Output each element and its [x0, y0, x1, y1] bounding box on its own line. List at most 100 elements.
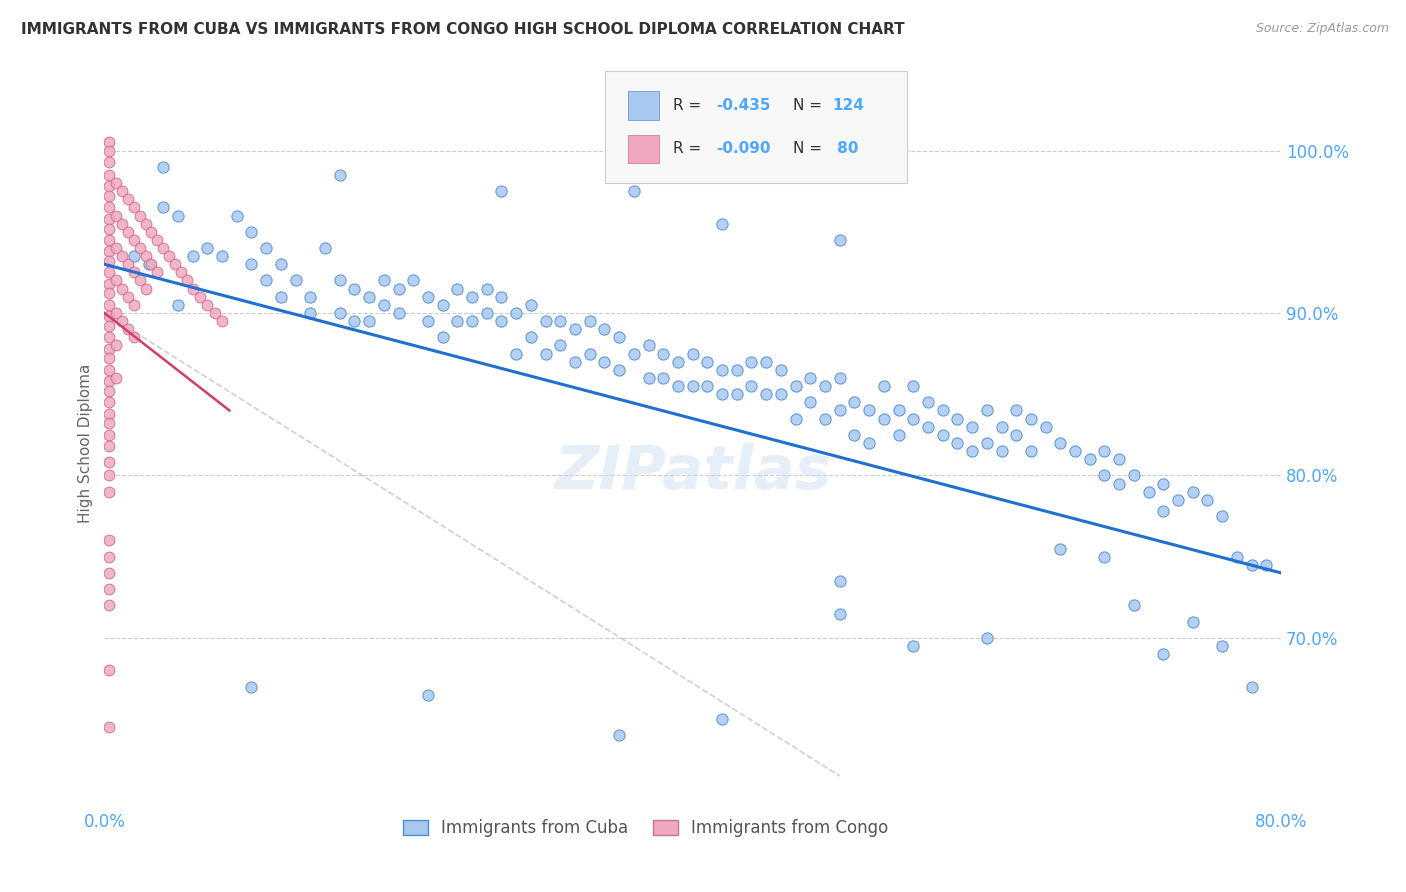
Text: IMMIGRANTS FROM CUBA VS IMMIGRANTS FROM CONGO HIGH SCHOOL DIPLOMA CORRELATION CH: IMMIGRANTS FROM CUBA VS IMMIGRANTS FROM …	[21, 22, 904, 37]
Point	[990, 444, 1012, 458]
Point	[135, 282, 157, 296]
Point	[195, 298, 218, 312]
Point	[1211, 509, 1233, 524]
Point	[122, 330, 145, 344]
Point	[491, 314, 513, 328]
Point	[711, 387, 734, 401]
Point	[270, 257, 292, 271]
Point	[475, 306, 498, 320]
Point	[97, 407, 120, 421]
Point	[637, 338, 659, 352]
Point	[254, 241, 277, 255]
Point	[167, 298, 190, 312]
Point	[181, 282, 204, 296]
Point	[416, 314, 439, 328]
Point	[359, 290, 381, 304]
Point	[111, 217, 134, 231]
Point	[387, 282, 409, 296]
Point	[828, 607, 851, 621]
Point	[225, 209, 247, 223]
Point	[240, 225, 263, 239]
Point	[682, 379, 704, 393]
Point	[284, 273, 307, 287]
Point	[844, 427, 866, 442]
Point	[97, 374, 120, 388]
Point	[299, 306, 322, 320]
Point	[696, 379, 718, 393]
Point	[157, 249, 180, 263]
Point	[97, 468, 120, 483]
Point	[97, 310, 120, 324]
Point	[97, 330, 120, 344]
Point	[564, 355, 586, 369]
Point	[755, 355, 778, 369]
Point	[128, 273, 150, 287]
Point	[534, 346, 557, 360]
Point	[1197, 492, 1219, 507]
Point	[873, 379, 896, 393]
Point	[111, 282, 134, 296]
Point	[769, 387, 792, 401]
Point	[416, 688, 439, 702]
Point	[725, 363, 748, 377]
Point	[1064, 444, 1087, 458]
Point	[550, 314, 572, 328]
Point	[931, 427, 953, 442]
Point	[1137, 484, 1160, 499]
Point	[146, 265, 169, 279]
Point	[1108, 452, 1130, 467]
Point	[97, 417, 120, 431]
Point	[97, 144, 120, 158]
Point	[141, 257, 163, 271]
Point	[97, 439, 120, 453]
Point	[1181, 615, 1204, 629]
Point	[1019, 411, 1042, 425]
Point	[903, 379, 925, 393]
Point	[1078, 452, 1101, 467]
Point	[1035, 419, 1057, 434]
Point	[505, 346, 527, 360]
Point	[97, 664, 120, 678]
Point	[1094, 549, 1116, 564]
Point	[97, 168, 120, 182]
Point	[607, 363, 630, 377]
Point	[240, 680, 263, 694]
Point	[711, 712, 734, 726]
Point	[416, 290, 439, 304]
Point	[97, 254, 120, 268]
Point	[814, 411, 837, 425]
Text: Source: ZipAtlas.com: Source: ZipAtlas.com	[1256, 22, 1389, 36]
Point	[314, 241, 336, 255]
Point	[593, 322, 616, 336]
Point	[111, 249, 134, 263]
Point	[858, 403, 880, 417]
Point	[828, 403, 851, 417]
Point	[152, 201, 174, 215]
Point	[1005, 403, 1028, 417]
Point	[97, 155, 120, 169]
Point	[181, 249, 204, 263]
Point	[135, 217, 157, 231]
Text: -0.090: -0.090	[716, 142, 770, 156]
Point	[111, 184, 134, 198]
Point	[623, 184, 645, 198]
Point	[607, 728, 630, 742]
Point	[299, 290, 322, 304]
Point	[976, 631, 998, 645]
Point	[652, 371, 675, 385]
Point	[329, 168, 352, 182]
Point	[946, 411, 969, 425]
Point	[373, 298, 395, 312]
Point	[785, 411, 807, 425]
Point	[960, 444, 983, 458]
Point	[329, 273, 352, 287]
Point	[97, 179, 120, 194]
Point	[903, 411, 925, 425]
Point	[188, 290, 211, 304]
Point	[858, 436, 880, 450]
Point	[122, 265, 145, 279]
Point	[97, 189, 120, 203]
Point	[666, 355, 689, 369]
Point	[176, 273, 198, 287]
Point	[976, 436, 998, 450]
